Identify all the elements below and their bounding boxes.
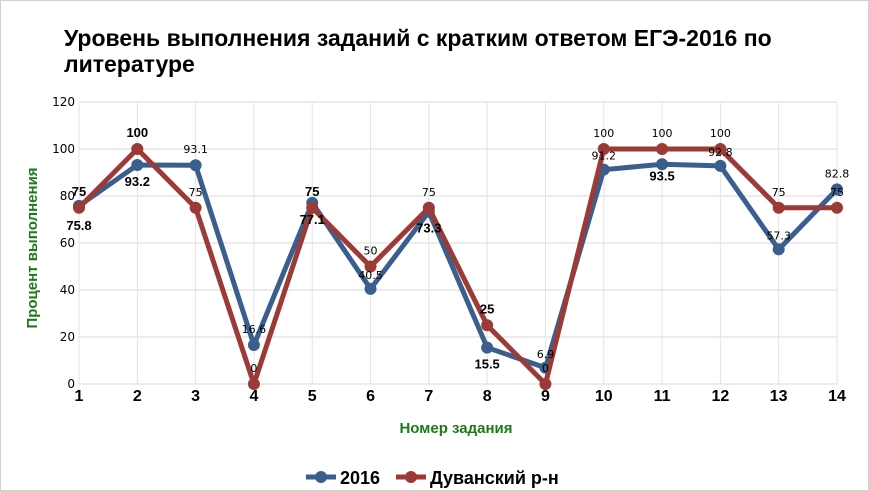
data-point (772, 243, 785, 256)
data-label: 50 (364, 245, 378, 258)
data-label: 75.8 (66, 218, 91, 233)
y-tick-label: 60 (60, 236, 75, 250)
legend-label: Дуванский р-н (430, 468, 559, 488)
data-label: 25 (480, 301, 494, 316)
x-tick-label: 8 (483, 388, 492, 405)
data-point (714, 159, 727, 172)
series-line (76, 161, 840, 371)
data-point (73, 201, 85, 214)
x-tick-label: 11 (654, 388, 671, 405)
data-label: 75 (72, 184, 86, 199)
x-tick-label: 2 (133, 388, 142, 405)
data-label: 16.6 (242, 323, 267, 336)
data-label: 75 (772, 186, 786, 199)
legend: 2016 Дуванский р-н (306, 468, 559, 488)
legend-marker (405, 471, 417, 483)
data-point (189, 159, 202, 172)
data-point (656, 158, 669, 171)
data-label: 75 (305, 184, 319, 199)
data-label: 100 (593, 127, 614, 140)
data-label: 82.8 (825, 167, 850, 180)
data-label: 93.1 (183, 143, 208, 156)
y-tick-label: 40 (60, 283, 75, 297)
data-label: 100 (652, 127, 673, 140)
legend-label: 2016 (340, 468, 380, 488)
data-labels: 75.8 93.2 93.1 16.6 77.1 40.5 73.3 15.5 6.9 91.2 9… (66, 125, 849, 375)
data-point (364, 282, 377, 295)
data-label: 57.3 (766, 229, 791, 242)
x-tick-label: 1 (75, 388, 84, 405)
gridlines (78, 101, 838, 385)
data-point (714, 143, 727, 155)
data-point (131, 158, 144, 171)
x-tick-label: 7 (424, 388, 433, 405)
y-tick-label: 20 (60, 330, 75, 344)
chart-title-line-1: Уровень выполнения заданий с кратким отв… (64, 25, 772, 51)
chart-title-line-2: литературе (64, 51, 195, 77)
data-point (481, 319, 494, 332)
data-point (364, 260, 377, 273)
data-point (131, 143, 144, 155)
data-label: 75 (830, 186, 844, 199)
data-label: 40.5 (358, 269, 383, 282)
data-point (247, 338, 260, 351)
data-label: 93.5 (649, 168, 674, 183)
data-label: 15.5 (474, 357, 499, 372)
data-point (831, 201, 843, 214)
x-tick-label: 12 (711, 388, 729, 405)
series-line (76, 146, 840, 387)
y-tick-label: 120 (52, 95, 75, 109)
data-point (422, 201, 435, 214)
data-label: 92.8 (708, 146, 733, 159)
data-point (772, 201, 785, 214)
x-tick-label: 14 (828, 388, 846, 405)
y-axis-ticks: 0 20 40 60 80 100 120 (52, 95, 75, 391)
y-tick-label: 80 (60, 189, 75, 203)
data-label: 100 (710, 127, 731, 140)
x-tick-label: 13 (770, 388, 788, 405)
data-point (306, 201, 319, 214)
data-point (481, 341, 494, 354)
x-axis-ticks: 1 2 3 4 5 6 7 8 9 10 11 12 13 14 (75, 388, 846, 405)
x-tick-label: 6 (366, 388, 375, 405)
legend-marker (315, 471, 327, 483)
data-label: 91.2 (592, 150, 617, 163)
data-point (539, 378, 552, 390)
data-label: 0 (250, 362, 257, 375)
data-point (247, 378, 260, 390)
data-label: 75 (189, 186, 203, 199)
x-tick-label: 10 (595, 388, 613, 405)
y-tick-label: 0 (67, 377, 75, 391)
x-tick-label: 5 (308, 388, 317, 405)
data-label: 77.1 (300, 212, 325, 227)
data-label: 93.2 (125, 174, 150, 189)
data-point (189, 201, 202, 214)
data-label: 75 (422, 186, 436, 199)
data-label: 0 (542, 362, 549, 375)
data-point (656, 143, 669, 155)
data-label: 100 (126, 125, 148, 140)
y-axis-title: Процент выполнения (24, 167, 41, 328)
data-point (831, 183, 843, 196)
data-label: 73.3 (416, 221, 441, 236)
data-point (597, 143, 610, 155)
y-tick-label: 100 (52, 142, 75, 156)
series-lines (73, 143, 843, 390)
x-axis-title: Номер задания (399, 420, 512, 437)
data-label: 6.9 (537, 348, 555, 361)
x-tick-label: 3 (191, 388, 200, 405)
x-tick-label: 4 (249, 388, 258, 405)
x-tick-label: 9 (541, 388, 550, 405)
